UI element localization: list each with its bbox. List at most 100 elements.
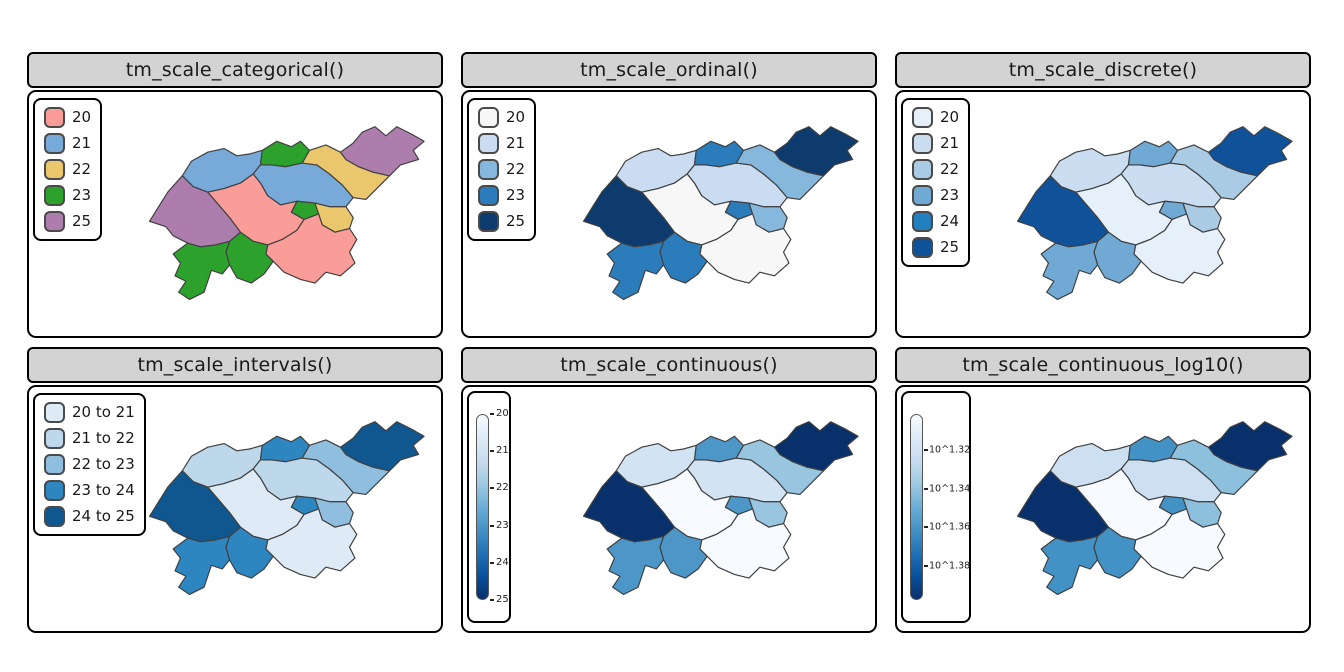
legend-box: 20 to 21 21 to 22 22 to 23 23 to 24 24 to 25 [33, 393, 146, 536]
legend-swatch [912, 211, 933, 232]
region-jugovzhodna [1133, 508, 1226, 579]
region-pomurska [773, 421, 859, 472]
panel-title: tm_scale_categorical() [27, 52, 443, 88]
region-obalno_kraska [1040, 240, 1099, 301]
slovenia-map [1016, 126, 1293, 301]
legend-swatch [44, 211, 65, 232]
legend-item: 22 [44, 159, 91, 180]
legend-item: 20 [44, 107, 91, 128]
legend-label: 24 [940, 212, 960, 230]
region-obalno_kraska [1040, 535, 1099, 596]
region-pomurska [339, 126, 425, 177]
legend-label: 25 [940, 238, 960, 256]
region-obalno_kraska [606, 240, 665, 301]
legend-label: 23 [72, 186, 92, 204]
legend-label: 21 [72, 134, 92, 152]
region-goriska [582, 470, 676, 543]
legend-item: 23 [44, 185, 91, 206]
colorbar-tick [490, 599, 494, 601]
legend-label: 23 [940, 186, 960, 204]
legend-label: 24 to 25 [72, 507, 135, 525]
legend-label: 22 [506, 160, 526, 178]
panel-title: tm_scale_ordinal() [461, 52, 877, 88]
colorbar-tick [924, 526, 928, 529]
colorbar-tick [924, 564, 928, 567]
map-area: 20 21 22 23 25 [461, 90, 877, 338]
legend-label: 21 [940, 134, 960, 152]
legend-box: 20 21 22 23 24 25 [901, 98, 971, 267]
legend-swatch [912, 159, 933, 180]
panel-intervals: tm_scale_intervals() 20 to 21 21 to 22 22 … [27, 347, 443, 633]
legend-swatch [44, 107, 65, 128]
region-goriska [1016, 175, 1110, 248]
legend-item: 23 [478, 185, 525, 206]
legend-item: 21 to 22 [44, 428, 135, 449]
legend-swatch [912, 237, 933, 258]
legend-swatch [44, 159, 65, 180]
colorbar-tick [490, 450, 494, 453]
slovenia-map [148, 421, 425, 596]
region-pomurska [773, 126, 859, 177]
panel-continuous-log10: tm_scale_continuous_log10() 10^1.32 10^1.… [895, 347, 1311, 633]
colorbar-tick [490, 524, 494, 527]
legend-swatch [912, 185, 933, 206]
legend-label: 23 [506, 186, 526, 204]
map-area: 10^1.32 10^1.34 10^1.36 10^1.38 [895, 385, 1311, 633]
colorbar-tick-label: 10^1.32 [929, 444, 971, 456]
panel-ordinal: tm_scale_ordinal() 20 21 22 23 25 [461, 52, 877, 338]
panel-categorical: tm_scale_categorical() 20 21 22 23 25 [27, 52, 443, 338]
legend-label: 21 [506, 134, 526, 152]
legend-label: 20 to 21 [72, 403, 135, 421]
colorbar-tick [924, 449, 928, 452]
legend-item: 21 [44, 133, 91, 154]
panel-title: tm_scale_discrete() [895, 52, 1311, 88]
legend-item: 22 [912, 159, 959, 180]
colorbar-tick-label: 21 [496, 445, 509, 457]
legend-item: 24 [912, 211, 959, 232]
region-jugovzhodna [1133, 213, 1226, 284]
legend-label: 25 [506, 212, 526, 230]
legend-item: 22 to 23 [44, 454, 135, 475]
slovenia-map [1016, 421, 1293, 596]
legend-item: 20 [912, 107, 959, 128]
region-goriska [148, 470, 242, 543]
region-goriska [582, 175, 676, 248]
colorbar [910, 414, 923, 600]
panel-title-text: tm_scale_ordinal() [580, 59, 758, 81]
colorbar-tick-label: 20 [496, 408, 509, 419]
colorbar-tick-label: 24 [496, 556, 509, 568]
legend-swatch [912, 107, 933, 128]
colorbar-tick-label: 22 [496, 482, 509, 494]
region-obalno_kraska [606, 535, 665, 596]
map-area: 20 21 22 23 25 [27, 90, 443, 338]
legend-swatch [478, 107, 499, 128]
legend-item: 21 [478, 133, 525, 154]
legend-swatch [44, 185, 65, 206]
legend-swatch [478, 133, 499, 154]
panel-title: tm_scale_continuous_log10() [895, 347, 1311, 383]
legend-item: 25 [44, 211, 91, 232]
colorbar-tick-label: 10^1.36 [929, 521, 971, 533]
slovenia-map [582, 421, 859, 596]
colorbar-tick [490, 487, 494, 490]
legend-swatch [478, 185, 499, 206]
legend-item: 25 [478, 211, 525, 232]
legend-swatch [44, 506, 65, 527]
panel-title: tm_scale_intervals() [27, 347, 443, 383]
map-area: 20 21 22 23 24 25 [461, 385, 877, 633]
legend-swatch [44, 402, 65, 423]
region-goriska [148, 175, 242, 248]
legend-item: 23 [912, 185, 959, 206]
legend-swatch [44, 428, 65, 449]
legend-item: 20 [478, 107, 525, 128]
region-pomurska [1207, 126, 1293, 177]
colorbar-tick [490, 413, 494, 415]
region-obalno_kraska [172, 240, 231, 301]
legend-label: 22 [940, 160, 960, 178]
colorbar-tick [490, 561, 494, 564]
legend-label: 20 [940, 108, 960, 126]
panel-title-text: tm_scale_discrete() [1008, 59, 1198, 81]
legend-label: 21 to 22 [72, 429, 135, 447]
legend-box: 20 21 22 23 24 25 [467, 391, 511, 623]
colorbar-tick-label: 25 [496, 594, 509, 605]
